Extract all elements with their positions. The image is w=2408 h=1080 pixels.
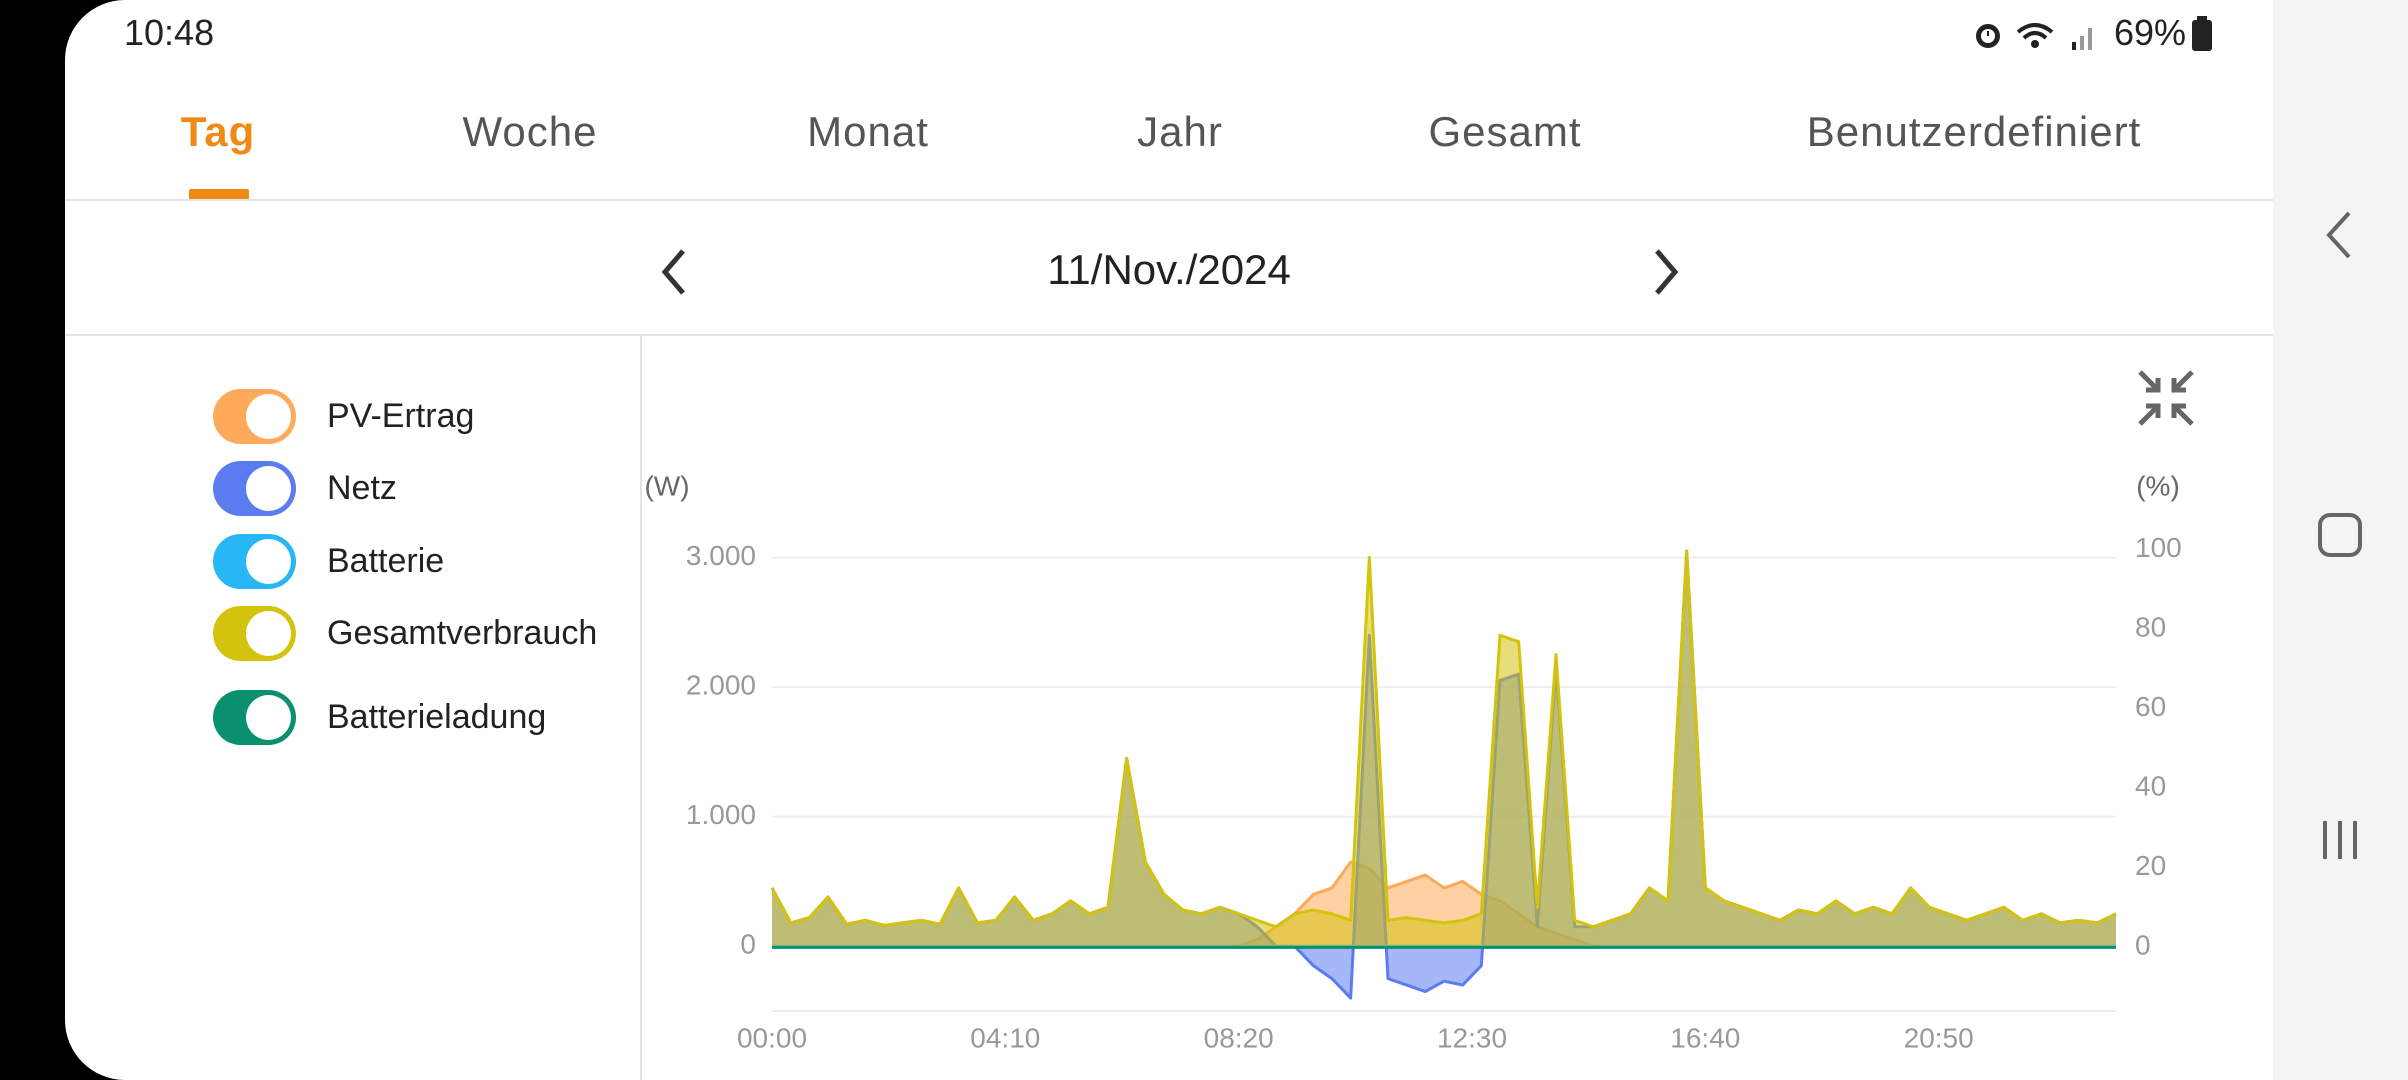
y2-axis-unit: (%) [2136, 470, 2180, 501]
toggle-knob [246, 539, 291, 584]
toggle-knob [246, 611, 291, 656]
y2-tick-label: 100 [2135, 532, 2182, 563]
y-axis-unit: (W) [644, 470, 689, 501]
legend-label: Netz [327, 469, 397, 507]
legend-toggle[interactable] [213, 606, 296, 661]
toggle-knob [246, 466, 291, 511]
y-tick-label: 3.000 [686, 540, 756, 571]
tab-indicator [189, 189, 249, 200]
toggle-knob [246, 394, 291, 439]
legend-label: Batterie [327, 542, 445, 580]
tab[interactable]: Monat [807, 108, 929, 155]
tab[interactable]: Gesamt [1428, 108, 1582, 155]
date-label: 11/Nov./2024 [1047, 246, 1291, 293]
tab[interactable]: Tag [180, 108, 256, 155]
x-tick-label: 16:40 [1670, 1022, 1740, 1053]
tab[interactable]: Woche [462, 108, 598, 155]
divider [65, 334, 2273, 336]
divider [65, 199, 2273, 201]
series-line [770, 549, 2117, 929]
recents-button[interactable] [2315, 815, 2365, 865]
x-tick-label: 08:20 [1204, 1022, 1274, 1053]
x-tick-label: 12:30 [1437, 1022, 1507, 1053]
status-icons [1976, 23, 2092, 50]
home-button[interactable] [2315, 510, 2365, 560]
status-battery: 69% [2114, 12, 2187, 53]
divider [640, 335, 642, 1080]
y-tick-label: 2.000 [686, 669, 756, 700]
x-tick-label: 20:50 [1904, 1022, 1974, 1053]
y-tick-label: 0 [740, 929, 756, 960]
legend-toggle[interactable] [213, 389, 296, 444]
collapse-button[interactable] [2136, 368, 2196, 428]
legend-label: PV-Ertrag [327, 397, 475, 435]
navigation-bar [2273, 0, 2408, 1080]
status-time: 10:48 [124, 12, 215, 53]
y2-tick-label: 80 [2135, 611, 2166, 642]
legend-toggle[interactable] [213, 461, 296, 516]
legend-toggle[interactable] [213, 690, 296, 745]
next-date-button[interactable] [1647, 245, 1687, 300]
legend-label: Batterieladung [327, 698, 547, 736]
area-fill [772, 861, 2116, 947]
prev-date-button[interactable] [655, 245, 695, 300]
y2-tick-label: 40 [2135, 771, 2166, 802]
y2-tick-label: 0 [2135, 930, 2151, 961]
y2-tick-label: 60 [2135, 691, 2166, 722]
y-tick-label: 1.000 [686, 799, 756, 830]
toggle-knob [246, 695, 291, 740]
y2-tick-label: 20 [2135, 850, 2166, 881]
back-button[interactable] [2315, 205, 2365, 265]
legend-toggle[interactable] [213, 534, 296, 589]
x-tick-label: 04:10 [970, 1022, 1040, 1053]
tab[interactable]: Benutzerdefiniert [1806, 108, 2142, 155]
x-tick-label: 00:00 [737, 1022, 807, 1053]
battery-icon [2192, 16, 2212, 51]
tab[interactable]: Jahr [1137, 108, 1223, 155]
legend-label: Gesamtverbrauch [327, 614, 598, 652]
